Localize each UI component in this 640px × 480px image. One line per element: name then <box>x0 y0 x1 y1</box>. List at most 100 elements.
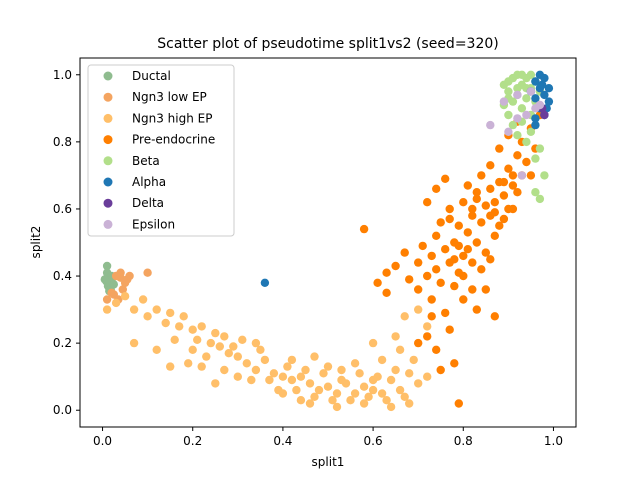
data-point <box>414 258 423 267</box>
data-point <box>350 359 360 368</box>
data-point <box>391 261 400 271</box>
data-point <box>508 120 518 130</box>
data-point <box>382 268 391 277</box>
data-point <box>427 295 436 304</box>
data-point <box>459 198 468 207</box>
data-point <box>233 352 242 361</box>
x-tick-label: 0.2 <box>183 434 202 448</box>
data-point <box>386 402 396 412</box>
data-point <box>242 359 251 368</box>
data-point <box>391 365 400 375</box>
data-point <box>161 318 170 328</box>
x-axis: 0.0 0.2 0.4 0.6 0.8 1.0 <box>93 427 563 448</box>
data-point <box>400 248 409 257</box>
x-tick-label: 0.8 <box>454 434 473 448</box>
data-point <box>531 114 540 123</box>
data-point <box>499 214 509 224</box>
data-point <box>477 265 486 274</box>
data-point <box>504 164 513 173</box>
data-point <box>526 127 536 136</box>
legend-marker <box>103 198 113 208</box>
data-point <box>274 385 283 395</box>
data-point <box>197 322 206 331</box>
data-point <box>247 375 256 385</box>
data-point <box>337 375 346 385</box>
data-point <box>179 312 188 321</box>
data-point <box>504 110 513 120</box>
points-layer <box>100 70 554 412</box>
data-point <box>260 278 270 287</box>
data-point <box>477 218 486 227</box>
data-point <box>499 191 509 200</box>
data-point <box>481 201 490 210</box>
data-point <box>395 345 405 354</box>
legend-marker <box>103 177 113 187</box>
data-point <box>418 241 427 251</box>
data-point <box>265 375 274 385</box>
data-point <box>531 120 540 130</box>
data-point <box>423 372 432 381</box>
data-point <box>441 308 450 318</box>
data-point <box>359 382 369 391</box>
data-point <box>364 392 373 401</box>
data-point <box>233 372 242 381</box>
data-point <box>116 273 125 282</box>
legend-marker <box>103 219 113 229</box>
data-point <box>490 198 499 207</box>
data-point <box>540 110 549 120</box>
data-point <box>368 338 378 348</box>
data-point <box>120 292 130 301</box>
data-point <box>535 144 545 153</box>
plot-frame <box>79 57 577 428</box>
data-point <box>481 285 490 294</box>
legend-marker <box>103 156 113 166</box>
x-axis-label: split1 <box>312 455 345 469</box>
data-point <box>526 70 536 80</box>
data-point <box>432 184 441 193</box>
y-axis: 0.0 0.2 0.4 0.6 0.8 1.0 <box>53 68 80 417</box>
data-point <box>355 369 364 378</box>
data-point <box>405 399 414 408</box>
y-tick-label: 1.0 <box>53 68 72 82</box>
data-point <box>211 328 220 338</box>
data-point <box>486 211 495 220</box>
data-point <box>544 97 554 106</box>
data-point <box>463 181 472 190</box>
data-point <box>463 245 472 254</box>
data-point <box>206 338 215 348</box>
data-point <box>454 399 463 408</box>
data-point <box>540 171 549 180</box>
data-point <box>414 338 423 348</box>
data-point <box>454 221 463 230</box>
data-point <box>314 385 324 395</box>
data-point <box>193 335 202 344</box>
data-point <box>513 188 522 197</box>
data-point <box>459 271 468 281</box>
data-point <box>175 322 184 331</box>
data-point <box>368 375 378 385</box>
data-point <box>490 231 499 240</box>
legend-label: Ngn3 low EP <box>132 90 207 104</box>
data-point <box>522 94 531 103</box>
data-point <box>538 80 547 90</box>
data-point <box>202 352 211 361</box>
data-point <box>319 369 328 378</box>
legend-label: Delta <box>132 196 164 210</box>
data-point <box>111 298 121 308</box>
data-point <box>540 73 549 83</box>
data-point <box>522 137 531 147</box>
x-tick-label: 0.4 <box>273 434 292 448</box>
data-point <box>490 312 499 321</box>
data-point <box>220 365 229 375</box>
data-point <box>454 241 463 251</box>
data-point <box>517 70 527 80</box>
data-point <box>197 362 206 371</box>
data-point <box>513 131 522 140</box>
data-point <box>441 245 450 254</box>
data-point <box>472 305 481 314</box>
data-point <box>328 396 337 405</box>
data-point <box>526 87 536 96</box>
data-point <box>459 295 468 304</box>
data-point <box>513 84 522 93</box>
